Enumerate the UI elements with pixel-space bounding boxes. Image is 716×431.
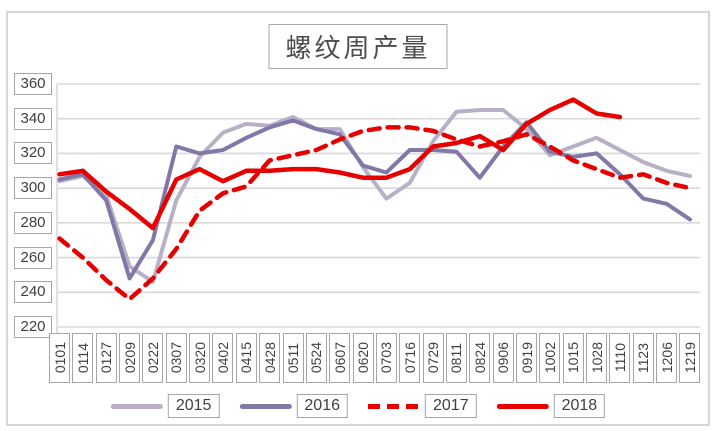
legend-label-2018: 2018 [553, 394, 606, 418]
legend-item-2015: 2015 [110, 394, 220, 418]
legend-label-2016: 2016 [296, 394, 348, 418]
x-tick-label-0222: 0222 [142, 333, 164, 383]
x-tick-label-0524: 0524 [305, 333, 327, 383]
x-tick-label-0307: 0307 [165, 333, 187, 383]
y-tick-label-340: 340 [14, 107, 52, 130]
x-tick-label-1110: 1110 [609, 333, 631, 383]
y-tick-label-220: 220 [14, 316, 52, 338]
x-tick-label-0919: 0919 [516, 333, 537, 383]
x-tick-label-0824: 0824 [469, 333, 491, 383]
legend-label-2015: 2015 [167, 394, 220, 418]
x-tick-label-0607: 0607 [329, 333, 351, 383]
y-tick-label-240: 240 [14, 281, 52, 304]
chart-title: 螺纹周产量 [268, 24, 448, 69]
x-tick-label-0402: 0402 [212, 333, 234, 383]
series-line-2016 [57, 118, 692, 281]
x-tick-label-0716: 0716 [399, 333, 421, 383]
x-tick-label-1206: 1206 [656, 333, 678, 383]
legend-label-2017: 2017 [425, 394, 477, 418]
x-tick-label-1219: 1219 [679, 333, 701, 383]
legend-item-2017: 2017 [368, 394, 477, 418]
x-tick-label-0703: 0703 [375, 333, 397, 383]
y-tick-label-360: 360 [14, 73, 52, 95]
series-line-2018 [57, 97, 623, 231]
x-tick-label-1015: 1015 [562, 333, 584, 383]
x-tick-label-0114: 0114 [72, 333, 94, 383]
x-tick-label-0620: 0620 [352, 333, 374, 383]
x-tick-label-0415: 0415 [235, 333, 257, 383]
y-tick-label-260: 260 [14, 246, 52, 269]
legend-swatch-2016 [239, 403, 292, 409]
x-tick-label-1123: 1123 [632, 333, 654, 383]
legend-swatch-2018 [496, 403, 549, 409]
x-tick-label-0511: 0511 [282, 333, 304, 383]
x-tick-label-0209: 0209 [119, 333, 141, 383]
series-line-2017 [57, 125, 693, 302]
legend-item-2016: 2016 [239, 394, 348, 418]
series-line-2015 [57, 108, 692, 284]
legend-swatch-2015 [110, 403, 163, 409]
x-tick-label-0729: 0729 [422, 333, 444, 383]
y-tick-label-280: 280 [14, 211, 52, 234]
x-tick-label-0906: 0906 [492, 333, 514, 383]
legend: 2015 2016 2017 2018 [110, 394, 606, 418]
x-tick-label-1002: 1002 [539, 333, 561, 383]
x-tick-label-0320: 0320 [189, 333, 211, 383]
y-tick-label-300: 300 [14, 177, 52, 200]
legend-swatch-2017 [368, 403, 420, 409]
x-tick-label-1028: 1028 [586, 333, 608, 383]
x-tick-label-0428: 0428 [259, 333, 281, 383]
x-tick-label-0811: 0811 [445, 333, 467, 383]
legend-item-2018: 2018 [496, 394, 606, 418]
y-tick-label-320: 320 [14, 142, 52, 165]
x-tick-label-0127: 0127 [95, 333, 117, 383]
x-tick-label-0101: 0101 [49, 333, 70, 383]
